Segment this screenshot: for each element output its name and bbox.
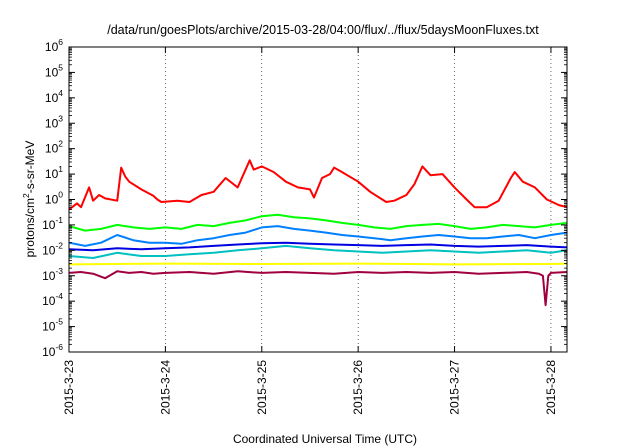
series-line-6	[68, 270, 568, 307]
series-line-2	[68, 225, 568, 247]
y-tick-label: 105	[45, 62, 63, 79]
y-tick-label: 101	[45, 164, 63, 181]
y-tick-label: 104	[45, 88, 63, 105]
series-line-5	[68, 262, 568, 266]
y-tick-label: 100	[45, 190, 63, 207]
y-tick-label: 10-6	[42, 342, 63, 359]
y-tick-label: 106	[45, 37, 63, 54]
series-line-1	[68, 213, 568, 232]
x-tick-label: 2015-3-25	[255, 360, 269, 415]
x-tick-label: 2015-3-28	[544, 360, 558, 415]
x-tick-label: 2015-3-24	[158, 360, 172, 415]
series-layer	[68, 159, 568, 307]
chart-title: /data/run/goesPlots/archive/2015-03-28/0…	[107, 23, 539, 37]
y-tick-label: 102	[45, 139, 63, 156]
x-axis-ticks: 2015-3-23 2015-3-24 2015-3-25 2015-3-26 2015…	[62, 47, 558, 415]
series-line-3	[68, 244, 568, 259]
series-line-0	[68, 159, 568, 211]
y-axis-label: protons/cm2-s-sr-MeV	[21, 141, 37, 258]
y-tick-label: 10-1	[42, 215, 63, 232]
y-tick-label: 103	[45, 113, 63, 130]
grid-lines	[68, 47, 552, 352]
x-tick-label: 2015-3-27	[448, 360, 462, 415]
y-tick-label: 10-5	[42, 317, 63, 334]
plot-frame	[68, 46, 568, 353]
y-tick-label: 10-3	[42, 266, 63, 283]
x-axis-label: Coordinated Universal Time (UTC)	[233, 432, 417, 446]
x-tick-label: 2015-3-26	[351, 360, 365, 415]
series-line-4	[68, 241, 568, 252]
x-tick-label: 2015-3-23	[62, 360, 76, 415]
y-tick-label: 10-4	[42, 291, 63, 308]
y-tick-label: 10-2	[42, 240, 63, 257]
y-axis-ticks: 10-6 10-5 10-4 10-3 10-2 10-1 100 101 102 103 104 1…	[42, 37, 567, 359]
